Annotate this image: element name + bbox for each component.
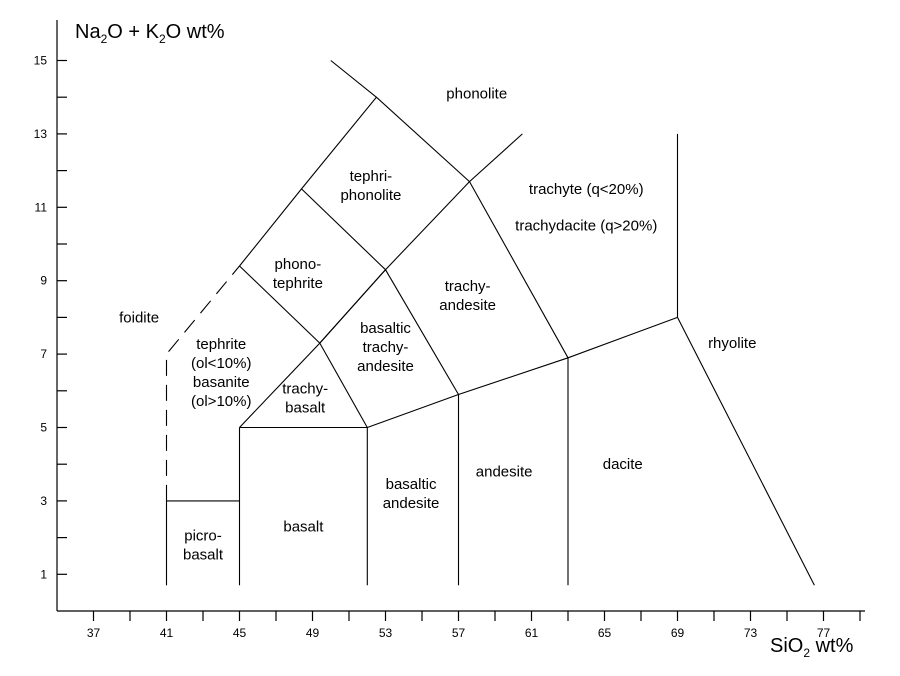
x-tick-label: 53 xyxy=(379,626,393,640)
field-label-andesite: andesite xyxy=(476,464,533,481)
x-tick-label: 37 xyxy=(87,626,101,640)
x-tick-label: 41 xyxy=(160,626,174,640)
field-label-basaltic-andesite: basaltic xyxy=(386,476,437,493)
field-label-basaltic-trachyandesite: trachy- xyxy=(363,339,409,356)
boundary-branch-d xyxy=(376,96,470,183)
field-label-picrobasalt: basalt xyxy=(183,546,224,563)
field-label-trachybasalt: basalt xyxy=(285,400,326,417)
field-label-trachyte: trachyte (q<20%) xyxy=(529,181,644,198)
field-label-tephriphonolite: phonolite xyxy=(340,187,401,204)
boundary-alkaline-line xyxy=(367,316,678,429)
field-label-dacite: dacite xyxy=(603,456,643,473)
x-tick-label: 65 xyxy=(598,626,612,640)
y-axis-title: Na2O + K2O wt% xyxy=(75,21,225,46)
field-label-tephrite-basanite: (ol>10%) xyxy=(191,393,251,410)
x-axis-title: SiO2 wt% xyxy=(770,635,854,660)
field-label-basaltic-trachyandesite: basaltic xyxy=(360,320,411,337)
field-label-tephrite-basanite: (ol<10%) xyxy=(191,355,251,372)
y-tick-label: 7 xyxy=(40,347,47,361)
field-label-tephriphonolite: tephri- xyxy=(350,168,393,185)
boundary-branch-b xyxy=(239,265,321,344)
field-label-basaltic-andesite: andesite xyxy=(383,495,440,512)
field-label-phonotephrite: tephrite xyxy=(273,275,323,292)
x-tick-label: 61 xyxy=(525,626,539,640)
field-label-basaltic-trachyandesite: andesite xyxy=(357,358,414,375)
boundary-rhyolite-dacite xyxy=(677,317,815,586)
y-tick-label: 1 xyxy=(40,567,47,581)
x-tick-label: 57 xyxy=(452,626,466,640)
boundary-split-c xyxy=(469,181,569,359)
x-tick-label: 49 xyxy=(306,626,320,640)
boundary-split-b xyxy=(385,269,459,395)
field-label-tephrite-basanite: tephrite xyxy=(196,336,246,353)
y-tick-label: 11 xyxy=(35,200,48,214)
field-label-rhyolite: rhyolite xyxy=(708,335,756,352)
field-label-trachyandesite: andesite xyxy=(439,297,496,314)
boundary-split-a xyxy=(319,269,386,344)
boundary-branch-c xyxy=(301,188,386,271)
field-label-phonolite: phonolite xyxy=(446,86,507,103)
x-tick-label: 45 xyxy=(233,626,247,640)
field-label-phonotephrite: phono- xyxy=(275,256,322,273)
boundary-diag-2 xyxy=(239,60,378,267)
y-tick-label: 13 xyxy=(34,127,48,141)
y-tick-label: 9 xyxy=(40,274,47,288)
field-label-picrobasalt: picro- xyxy=(184,527,222,544)
y-tick-label: 5 xyxy=(40,421,47,435)
x-tick-label: 69 xyxy=(671,626,685,640)
y-tick-label: 15 xyxy=(34,54,48,68)
field-label-foidite: foidite xyxy=(119,309,159,326)
field-label-trachybasalt: trachy- xyxy=(282,381,328,398)
field-label-tephrite-basanite: basanite xyxy=(193,374,250,391)
x-tick-label: 77 xyxy=(817,626,831,640)
y-tick-label: 3 xyxy=(40,494,47,508)
boundary-branch-a xyxy=(319,342,368,428)
field-label-trachydacite: trachydacite (q>20%) xyxy=(515,218,657,235)
field-label-trachyandesite: trachy- xyxy=(445,278,491,295)
field-label-basalt: basalt xyxy=(283,519,324,536)
x-tick-label: 73 xyxy=(744,626,758,640)
